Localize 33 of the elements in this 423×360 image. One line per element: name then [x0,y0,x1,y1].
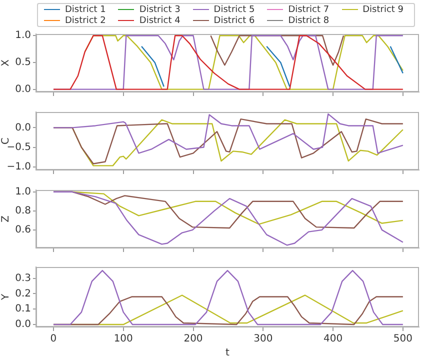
y-tick-label: 1.0 [15,30,31,42]
x-tick-label: 200 [184,334,203,345]
y-tick-label: 0.8 [15,206,31,217]
y-tick-label: −1.0 [6,161,31,172]
legend-label: District 1 [65,4,106,14]
legend-label: District 6 [214,16,255,26]
y-tick-label: 1.0 [15,186,31,198]
legend-label: District 4 [139,16,180,26]
y-tick-label: 0.0 [15,122,31,134]
x-tick-label: 0 [50,334,57,345]
y-tick-label: 0.2 [15,288,31,300]
y-tick-label: 0.3 [15,272,31,284]
legend-label: District 2 [65,16,106,26]
x-tick-label: 400 [323,334,343,345]
x-tick-label: 300 [254,334,273,345]
x-axis-title: t [226,348,230,359]
y-tick-label: 0.0 [15,319,31,330]
y-tick-label: 0.1 [15,304,31,315]
y-axis-title: Y [0,293,12,302]
y-tick-label: 0.6 [15,224,31,236]
legend-label: District 3 [139,4,180,14]
y-axis-title: Z [0,215,12,222]
legend-label: District 8 [288,16,330,26]
legend-label: District 7 [288,4,330,14]
legend-label: District 9 [362,4,404,14]
x-tick-label: 500 [393,334,412,345]
y-axis-title: C [0,137,12,144]
y-tick-label: 0.0 [15,84,31,95]
y-tick-label: 0.5 [15,57,31,68]
y-tick-label: −0.5 [6,142,31,153]
x-tick-label: 100 [114,334,133,345]
legend-label: District 5 [214,4,255,14]
y-axis-title: X [0,59,12,66]
